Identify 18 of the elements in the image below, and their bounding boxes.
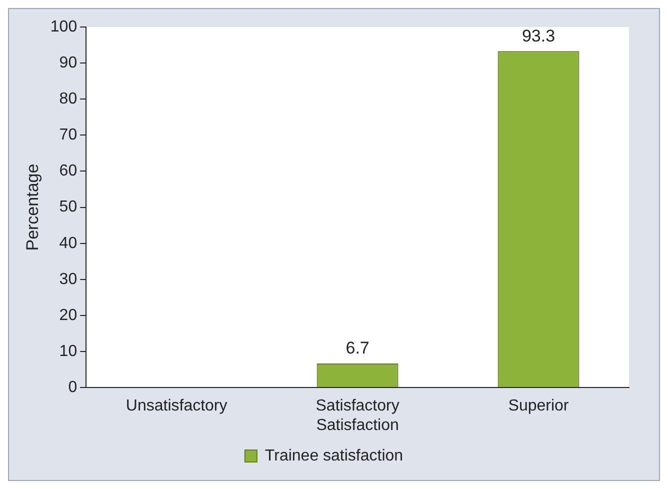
y-tick-label: 80: [59, 90, 78, 108]
y-tick-label: 70: [59, 126, 78, 144]
y-tick-label: 0: [68, 379, 78, 396]
data-label: 93.3: [522, 26, 556, 46]
y-tick-label: 100: [50, 18, 78, 36]
data-label: 6.7: [346, 338, 370, 358]
y-tick-label: 50: [59, 198, 78, 216]
y-tick-label: 10: [59, 342, 78, 360]
y-tick-label: 60: [59, 162, 78, 180]
y-tick-label: 20: [59, 306, 78, 324]
y-tick-label: 30: [59, 270, 78, 288]
x-tick-label: Superior: [508, 398, 570, 415]
x-tick-label: Satisfactory Satisfaction: [316, 398, 400, 434]
y-axis-title: Percentage: [22, 164, 42, 251]
legend-label: Trainee satisfaction: [264, 447, 404, 464]
y-tick-label: 40: [59, 234, 78, 252]
y-tick-label: 90: [59, 54, 78, 72]
x-tick-label: Unsatisfactory: [126, 398, 228, 415]
